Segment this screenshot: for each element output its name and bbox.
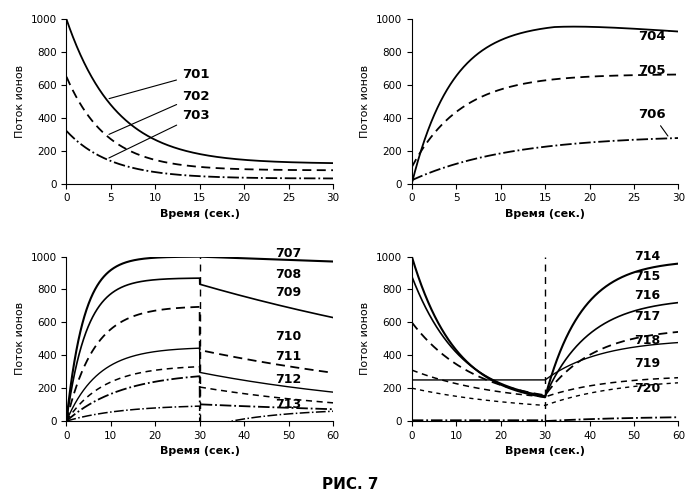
Text: 714: 714 (634, 250, 660, 263)
Text: 708: 708 (275, 268, 302, 281)
Text: 717: 717 (634, 310, 660, 323)
Text: 701: 701 (109, 68, 209, 99)
Text: 710: 710 (275, 330, 302, 344)
Text: 707: 707 (275, 246, 302, 260)
Text: 720: 720 (634, 382, 660, 395)
Text: 709: 709 (275, 286, 302, 299)
Text: 716: 716 (634, 289, 660, 301)
Text: 715: 715 (634, 270, 660, 283)
Text: 713: 713 (275, 398, 302, 411)
Y-axis label: Поток ионов: Поток ионов (360, 302, 370, 376)
Text: 704: 704 (638, 30, 670, 43)
X-axis label: Время (сек.): Время (сек.) (505, 446, 585, 456)
Text: 718: 718 (634, 334, 660, 347)
X-axis label: Время (сек.): Время (сек.) (505, 209, 585, 219)
Y-axis label: Поток ионов: Поток ионов (360, 65, 370, 138)
Text: 711: 711 (275, 350, 302, 363)
X-axis label: Время (сек.): Время (сек.) (160, 446, 239, 456)
Text: 705: 705 (638, 64, 670, 77)
Y-axis label: Поток ионов: Поток ионов (15, 302, 25, 376)
Y-axis label: Поток ионов: Поток ионов (15, 65, 25, 138)
Text: 702: 702 (109, 90, 209, 135)
Text: 706: 706 (638, 108, 668, 136)
X-axis label: Время (сек.): Время (сек.) (160, 209, 239, 219)
Text: РИС. 7: РИС. 7 (322, 477, 378, 491)
Text: 719: 719 (634, 357, 660, 370)
Text: 712: 712 (275, 373, 302, 386)
Text: 703: 703 (109, 109, 209, 158)
